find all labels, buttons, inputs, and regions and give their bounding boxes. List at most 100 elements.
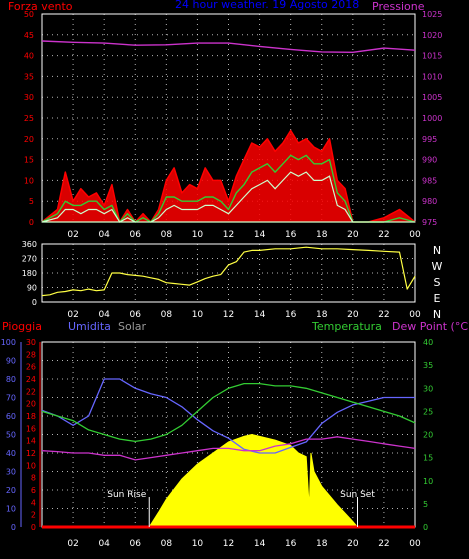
p3-rain-tick-label: 8 bbox=[31, 474, 36, 483]
wind-avg-line bbox=[41, 154, 416, 223]
sunset-label: Sun Set bbox=[340, 490, 375, 500]
p1-x-tick-label: 00 bbox=[409, 230, 421, 240]
p3-x-tick-label: 14 bbox=[254, 539, 266, 549]
solar-label: Solar bbox=[118, 320, 147, 333]
p1-left-tick-label: 5 bbox=[29, 197, 34, 206]
p3-rain-tick-label: 28 bbox=[26, 350, 36, 359]
p1-left-tick-label: 45 bbox=[24, 31, 34, 40]
p3-rain-tick-label: 26 bbox=[26, 363, 36, 372]
pressure-label: Pressione bbox=[372, 0, 425, 13]
p1-x-tick-label: 22 bbox=[378, 230, 389, 240]
humidity-line bbox=[41, 378, 415, 454]
p3-x-tick-label: 12 bbox=[223, 539, 234, 549]
temperature-label: Temperatura bbox=[311, 320, 382, 333]
p1-x-tick-label: 14 bbox=[254, 230, 266, 240]
p2-left-tick-label: 0 bbox=[32, 298, 37, 307]
p3-x-tick-label: 02 bbox=[67, 539, 78, 549]
p2-x-tick-label: 00 bbox=[409, 310, 421, 320]
p3-rain-tick-label: 4 bbox=[31, 498, 36, 507]
p2-left-tick-label: 180 bbox=[22, 269, 37, 278]
p3-humidity-tick-label: 80 bbox=[6, 375, 16, 384]
p2-x-tick-label: 10 bbox=[192, 310, 204, 320]
compass-label: N bbox=[433, 308, 441, 321]
p3-right-tick-label: 30 bbox=[423, 384, 433, 393]
p3-right-tick-label: 15 bbox=[423, 454, 433, 463]
p3-humidity-tick-label: 100 bbox=[1, 338, 16, 347]
p1-x-tick-label: 18 bbox=[316, 230, 328, 240]
dew-point-line bbox=[41, 436, 416, 461]
p3-right-tick-label: 40 bbox=[423, 338, 433, 347]
p1-right-tick-label: 990 bbox=[422, 156, 437, 165]
p1-right-tick-label: 980 bbox=[422, 197, 437, 206]
compass-label: W bbox=[432, 260, 443, 273]
p2-x-tick-label: 02 bbox=[67, 310, 78, 320]
solar-area bbox=[148, 433, 359, 528]
p1-x-tick-label: 08 bbox=[161, 230, 173, 240]
p1-x-tick-label: 10 bbox=[192, 230, 204, 240]
p1-x-tick-label: 16 bbox=[285, 230, 297, 240]
p2-x-tick-label: 18 bbox=[316, 310, 328, 320]
p2-x-tick-label: 16 bbox=[285, 310, 297, 320]
p3-x-tick-label: 08 bbox=[161, 539, 173, 549]
p3-humidity-tick-label: 40 bbox=[6, 449, 16, 458]
p3-right-tick-label: 0 bbox=[423, 523, 428, 532]
wind-pressure-panel: 0510152025303540455097598098599099510001… bbox=[24, 10, 443, 240]
p2-x-tick-label: 22 bbox=[378, 310, 389, 320]
p3-rain-tick-label: 12 bbox=[26, 449, 36, 458]
p1-right-tick-label: 1005 bbox=[422, 93, 442, 102]
wind-gust-area bbox=[42, 130, 415, 222]
p1-right-tick-label: 985 bbox=[422, 176, 437, 185]
p2-x-tick-label: 14 bbox=[254, 310, 266, 320]
p3-x-tick-label: 16 bbox=[285, 539, 297, 549]
p2-x-tick-label: 08 bbox=[161, 310, 173, 320]
wind-direction-line bbox=[41, 246, 416, 297]
wind-speed-label: Forza vento bbox=[8, 0, 73, 13]
p1-left-tick-label: 35 bbox=[24, 72, 34, 81]
p3-humidity-tick-label: 10 bbox=[6, 505, 16, 514]
p2-x-tick-label: 04 bbox=[98, 310, 110, 320]
p1-right-tick-label: 1000 bbox=[422, 114, 442, 123]
p1-left-tick-label: 30 bbox=[24, 93, 34, 102]
p3-x-tick-label: 10 bbox=[192, 539, 204, 549]
p1-x-tick-label: 20 bbox=[347, 230, 359, 240]
p3-humidity-tick-label: 20 bbox=[6, 486, 16, 495]
p3-rain-tick-label: 10 bbox=[26, 461, 36, 470]
p3-rain-tick-label: 14 bbox=[26, 437, 36, 446]
p3-rain-tick-label: 6 bbox=[31, 486, 36, 495]
p3-right-tick-label: 5 bbox=[423, 500, 428, 509]
humidity-temperature-panel: 0102030405060708090100024681012141618202… bbox=[1, 338, 433, 549]
p1-right-tick-label: 1020 bbox=[422, 31, 442, 40]
p3-humidity-tick-label: 90 bbox=[6, 357, 16, 366]
p3-x-tick-label: 22 bbox=[378, 539, 389, 549]
p1-right-tick-label: 1025 bbox=[422, 10, 442, 19]
p3-rain-tick-label: 0 bbox=[31, 523, 36, 532]
p3-right-tick-label: 20 bbox=[423, 431, 433, 440]
chart-title: 24 hour weather. 19 Agosto 2018 bbox=[175, 0, 359, 11]
temperature-line bbox=[41, 382, 416, 443]
p3-rain-tick-label: 20 bbox=[26, 400, 36, 409]
compass-label: N bbox=[433, 244, 441, 257]
p2-x-tick-label: 06 bbox=[130, 310, 142, 320]
p1-x-tick-label: 06 bbox=[130, 230, 142, 240]
wind-gust-line bbox=[41, 129, 416, 223]
p3-rain-tick-label: 2 bbox=[31, 511, 36, 520]
p1-left-tick-label: 20 bbox=[24, 135, 34, 144]
p3-rain-tick-label: 24 bbox=[26, 375, 36, 384]
p3-x-tick-label: 06 bbox=[130, 539, 142, 549]
p1-x-tick-label: 12 bbox=[223, 230, 234, 240]
p2-x-tick-label: 20 bbox=[347, 310, 359, 320]
p3-rain-tick-label: 30 bbox=[26, 338, 36, 347]
wind-min-line bbox=[41, 171, 415, 223]
dew-point-label: Dew Point (°C) bbox=[392, 320, 469, 333]
p3-rain-tick-label: 18 bbox=[26, 412, 36, 421]
p1-left-tick-label: 40 bbox=[24, 52, 34, 61]
p3-right-tick-label: 35 bbox=[423, 361, 433, 370]
p3-x-tick-label: 00 bbox=[409, 539, 421, 549]
p1-left-tick-label: 15 bbox=[24, 156, 34, 165]
p3-right-tick-label: 10 bbox=[423, 477, 433, 486]
p1-left-tick-label: 0 bbox=[29, 218, 34, 227]
p3-humidity-tick-label: 50 bbox=[6, 431, 16, 440]
humidity-label: Umidita bbox=[68, 320, 111, 333]
